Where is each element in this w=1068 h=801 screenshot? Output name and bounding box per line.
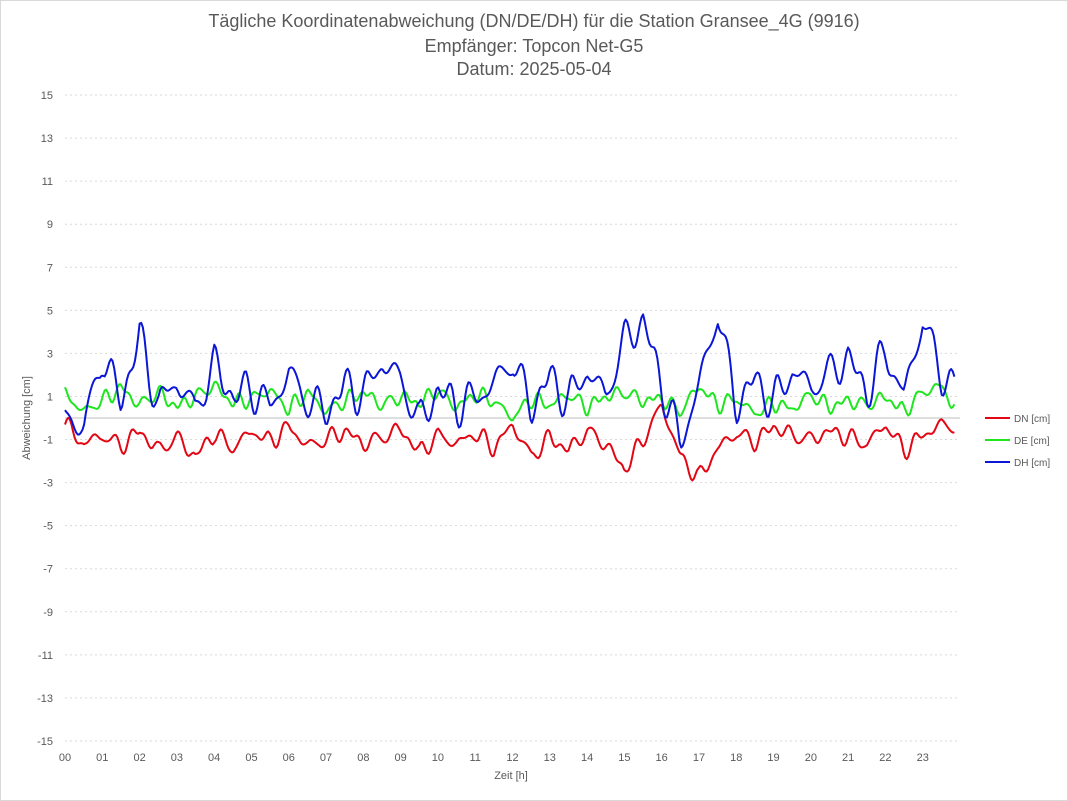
x-tick-label: 04 <box>208 752 220 764</box>
y-tick-label: 5 <box>47 305 53 317</box>
x-tick-label: 19 <box>767 752 779 764</box>
x-tick-label: 13 <box>544 752 556 764</box>
legend: DN [cm] DE [cm] DH [cm] <box>985 414 1050 469</box>
chart-title: Tägliche Koordinatenabweichung (DN/DE/DH… <box>208 11 860 31</box>
series-line-dn <box>64 403 955 482</box>
x-tick-label: 06 <box>283 752 295 764</box>
y-tick-label: 11 <box>42 176 53 188</box>
legend-label: DN [cm] <box>1014 414 1050 425</box>
y-tick-label: 13 <box>41 133 53 145</box>
series-line-de <box>64 380 956 422</box>
y-tick-label: 7 <box>47 262 53 274</box>
series-line-dh <box>64 313 956 449</box>
x-tick-label: 08 <box>357 752 369 764</box>
y-tick-label: 3 <box>47 348 53 360</box>
x-axis-label: Zeit [h] <box>494 770 528 782</box>
legend-label: DH [cm] <box>1014 458 1050 469</box>
x-tick-label: 05 <box>245 752 257 764</box>
y-axis-label: Abweichung [cm] <box>21 376 33 460</box>
y-tick-label: -11 <box>38 650 53 662</box>
chart-subtitle-date: Datum: 2025-05-04 <box>456 59 612 79</box>
x-tick-label: 11 <box>469 752 480 764</box>
y-tick-label: -15 <box>37 736 53 748</box>
x-axis-ticks: 00 01 02 03 04 05 06 07 08 09 10 11 12 13 14 15 16 17 18 19… <box>59 752 929 764</box>
x-tick-label: 00 <box>59 752 71 764</box>
x-tick-label: 14 <box>581 752 593 764</box>
x-tick-label: 09 <box>395 752 407 764</box>
legend-label: DE [cm] <box>1014 436 1050 447</box>
x-tick-label: 07 <box>320 752 332 764</box>
x-tick-label: 10 <box>432 752 444 764</box>
y-tick-label: -9 <box>43 607 53 619</box>
x-tick-label: 15 <box>618 752 630 764</box>
gridlines <box>65 94 960 742</box>
x-tick-label: 16 <box>656 752 668 764</box>
x-tick-label: 03 <box>171 752 183 764</box>
y-tick-label: -13 <box>37 693 53 705</box>
y-tick-label: 9 <box>47 219 53 231</box>
x-tick-label: 23 <box>917 752 929 764</box>
series-lines <box>64 313 956 482</box>
x-tick-label: 02 <box>133 752 145 764</box>
y-axis-ticks: 15 13 11 9 7 5 3 1 -1 -3 -5 -7 -9 -11 -13 -15 <box>37 90 53 748</box>
y-tick-label: 1 <box>47 391 53 403</box>
x-tick-label: 22 <box>879 752 891 764</box>
chart-subtitle-receiver: Empfänger: Topcon Net-G5 <box>424 36 644 56</box>
y-tick-label: -5 <box>43 521 53 533</box>
x-tick-label: 18 <box>730 752 742 764</box>
x-tick-label: 17 <box>693 752 705 764</box>
y-tick-label: -1 <box>43 435 53 447</box>
y-tick-label: -3 <box>43 478 53 490</box>
x-tick-label: 21 <box>842 752 854 764</box>
y-tick-label: -7 <box>43 564 53 576</box>
y-tick-label: 15 <box>41 90 53 102</box>
x-tick-label: 12 <box>506 752 518 764</box>
x-tick-label: 20 <box>805 752 817 764</box>
x-tick-label: 01 <box>96 752 108 764</box>
